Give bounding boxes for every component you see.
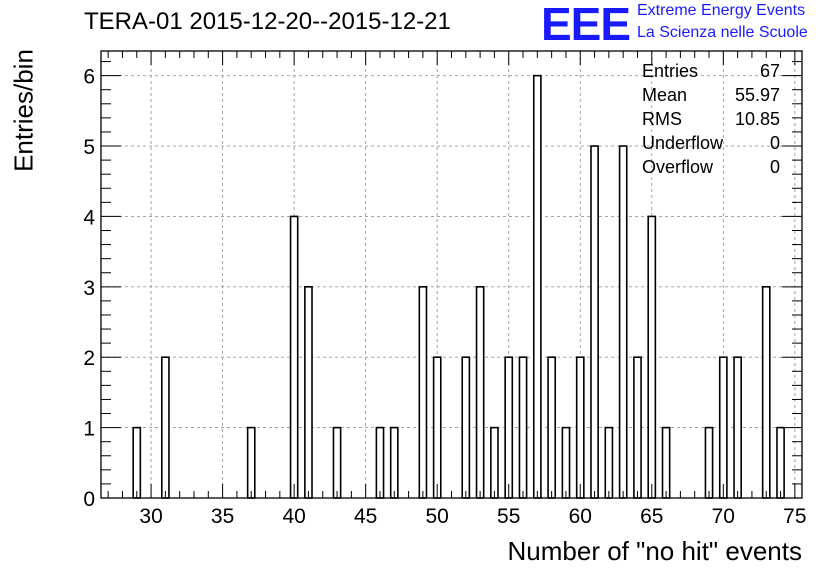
stats-label: Underflow xyxy=(642,133,724,153)
histogram-bar xyxy=(604,426,614,499)
histogram-bar xyxy=(375,426,385,499)
x-tick-label: 45 xyxy=(354,505,377,528)
histogram-bars xyxy=(132,74,785,499)
histogram-bar xyxy=(633,356,642,499)
histogram-bar xyxy=(532,74,542,499)
stats-label: Mean xyxy=(642,85,688,105)
logo-text-line2: La Scienza nelle Scuole xyxy=(637,24,808,41)
histogram-bar xyxy=(575,356,585,499)
x-tick-label: 75 xyxy=(783,505,806,528)
histogram-bar xyxy=(718,356,728,499)
x-tick-label: 35 xyxy=(211,505,234,528)
y-tick-label: 4 xyxy=(83,206,95,229)
histogram-bar xyxy=(618,145,628,499)
histogram-bar xyxy=(547,356,557,499)
x-tick-label: 55 xyxy=(497,505,520,528)
stats-row-underflow: Underflow 0 xyxy=(642,132,780,156)
x-tick-label: 65 xyxy=(640,505,663,528)
histogram-bar xyxy=(161,356,170,499)
axis-ticks xyxy=(101,51,802,499)
stats-box: Entries 67 Mean 55.97 RMS 10.85 Underflo… xyxy=(642,60,780,180)
x-tick-label: 40 xyxy=(282,505,305,528)
stats-value: 67 xyxy=(759,61,780,81)
stats-value: 0 xyxy=(769,133,780,153)
histogram-bar xyxy=(246,426,256,499)
y-tick-label: 3 xyxy=(83,277,95,300)
histogram-bar xyxy=(733,356,742,499)
stats-row-mean: Mean 55.97 xyxy=(642,84,780,108)
y-tick-label: 6 xyxy=(83,66,95,89)
stats-label: Entries xyxy=(642,61,699,81)
eee-logo: EEE xyxy=(541,0,631,50)
histogram-bar xyxy=(490,426,499,499)
histogram-bar xyxy=(661,426,671,499)
histogram-bar xyxy=(704,426,714,499)
stats-row-overflow: Overflow 0 xyxy=(642,156,780,180)
histogram-bar xyxy=(590,145,599,499)
stats-row-rms: RMS 10.85 xyxy=(642,108,780,132)
y-tick-label: 0 xyxy=(83,488,95,511)
stats-label: RMS xyxy=(642,109,682,129)
stats-value: 0 xyxy=(769,157,780,177)
stats-value: 55.97 xyxy=(734,85,780,105)
histogram-bar xyxy=(461,356,471,499)
histogram-bar xyxy=(332,426,342,499)
histogram-bar xyxy=(304,286,313,499)
histogram-bar xyxy=(504,356,514,499)
x-tick-label: 30 xyxy=(139,505,162,528)
chart-title: TERA-01 2015-12-20--2015-12-21 xyxy=(84,8,451,35)
histogram-bar xyxy=(389,426,399,499)
histogram-bar xyxy=(418,286,428,499)
logo-text-line1: Extreme Energy Events xyxy=(637,2,806,19)
y-tick-label: 2 xyxy=(83,347,95,370)
x-tick-label: 60 xyxy=(569,505,592,528)
x-tick-label: 50 xyxy=(426,505,449,528)
histogram-bar xyxy=(289,215,299,499)
y-tick-label: 1 xyxy=(83,418,95,441)
histogram-bar xyxy=(475,286,485,499)
stats-label: Overflow xyxy=(642,157,714,177)
y-axis-label: Entries/bin xyxy=(8,49,39,172)
stats-row-entries: Entries 67 xyxy=(642,60,780,84)
x-axis-label: Number of "no hit" events xyxy=(507,536,803,566)
histogram-bar xyxy=(647,215,657,499)
y-tick-label: 5 xyxy=(83,136,95,159)
histogram-bar xyxy=(776,426,785,499)
histogram-bar xyxy=(132,426,142,499)
x-tick-label: 70 xyxy=(712,505,735,528)
histogram-bar xyxy=(432,356,442,499)
histogram-bar xyxy=(561,426,571,499)
histogram-bar xyxy=(518,356,528,499)
grid-lines xyxy=(101,51,802,498)
histogram-bar xyxy=(761,286,771,499)
stats-value: 10.85 xyxy=(734,109,780,129)
